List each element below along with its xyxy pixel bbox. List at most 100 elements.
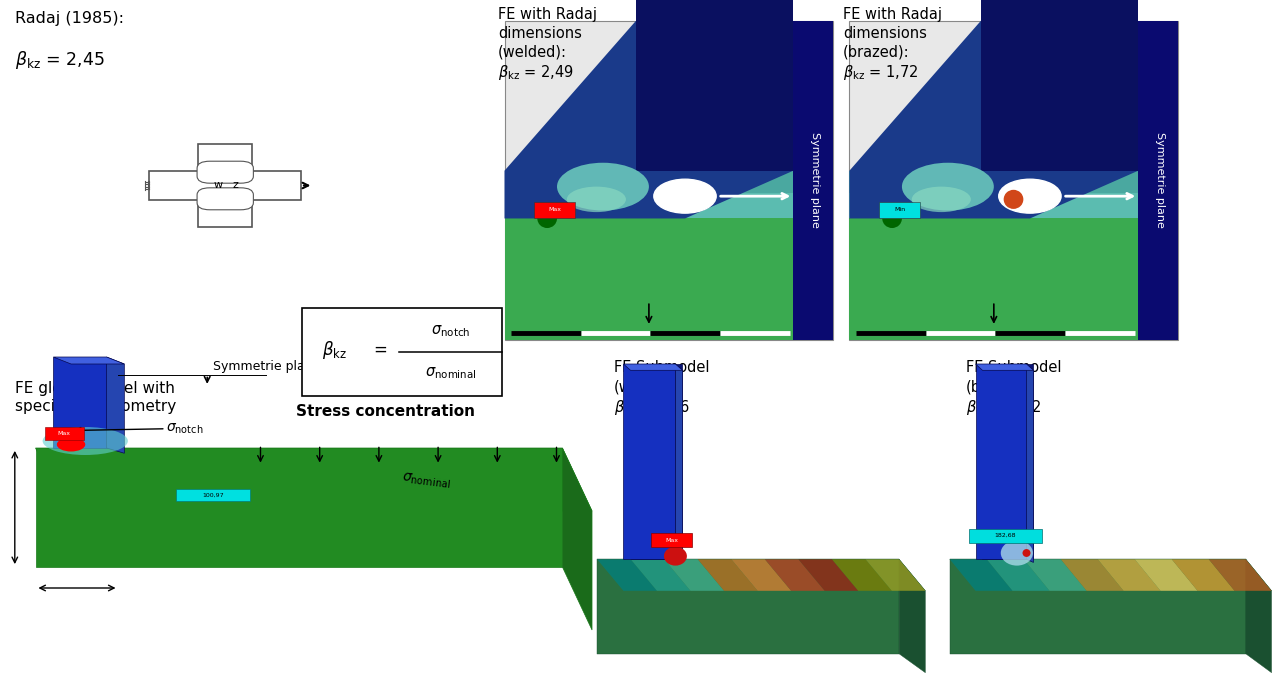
Polygon shape	[1135, 559, 1197, 591]
Polygon shape	[676, 364, 682, 563]
Bar	[631, 364, 682, 559]
Text: $\beta_\mathrm{kz}$: $\beta_\mathrm{kz}$	[322, 339, 346, 361]
FancyBboxPatch shape	[879, 202, 920, 218]
Ellipse shape	[1001, 540, 1033, 566]
Polygon shape	[731, 559, 792, 591]
Text: Min: Min	[894, 207, 905, 212]
Bar	[636, 0, 793, 171]
FancyBboxPatch shape	[45, 427, 84, 440]
Text: 100,97: 100,97	[202, 492, 224, 498]
Polygon shape	[1098, 559, 1161, 591]
Polygon shape	[631, 559, 691, 591]
Text: Symmetrie plane: Symmetrie plane	[1154, 132, 1165, 228]
Ellipse shape	[911, 187, 970, 212]
Bar	[505, 171, 793, 193]
Circle shape	[654, 179, 716, 213]
Text: Max: Max	[665, 538, 678, 543]
Text: $\sigma_\mathrm{nominal}$: $\sigma_\mathrm{nominal}$	[402, 471, 452, 491]
Polygon shape	[698, 559, 758, 591]
Polygon shape	[950, 559, 1246, 654]
Circle shape	[999, 179, 1060, 213]
Polygon shape	[831, 559, 892, 591]
Text: FE with Radaj
dimensions
(brazed):
$\beta_\mathrm{kz}$ = 1,72: FE with Radaj dimensions (brazed): $\bet…	[843, 7, 942, 83]
Polygon shape	[976, 364, 1033, 370]
Bar	[597, 364, 925, 679]
Bar	[505, 193, 793, 218]
Ellipse shape	[1004, 190, 1023, 209]
Bar	[505, 218, 793, 340]
Polygon shape	[764, 559, 825, 591]
Bar	[849, 21, 1178, 340]
Bar	[53, 357, 107, 448]
Ellipse shape	[1022, 549, 1031, 557]
Ellipse shape	[902, 162, 994, 211]
Polygon shape	[1024, 559, 1086, 591]
Text: $\sigma_\mathrm{notch}$: $\sigma_\mathrm{notch}$	[166, 421, 203, 436]
Bar	[976, 364, 1027, 559]
Bar	[849, 218, 1138, 340]
Polygon shape	[1171, 559, 1234, 591]
Ellipse shape	[883, 209, 902, 228]
FancyBboxPatch shape	[651, 533, 692, 547]
Text: =: =	[373, 341, 387, 359]
Bar	[950, 364, 1272, 679]
Text: w: w	[214, 181, 223, 190]
Polygon shape	[623, 364, 682, 370]
Bar	[623, 364, 676, 559]
Ellipse shape	[664, 547, 687, 566]
Text: Max: Max	[58, 431, 71, 436]
Polygon shape	[1246, 559, 1272, 673]
Text: $\sigma_\mathrm{notch}$: $\sigma_\mathrm{notch}$	[431, 323, 470, 339]
Text: FE with Radaj
dimensions
(welded):
$\beta_\mathrm{kz}$ = 2,49: FE with Radaj dimensions (welded): $\bet…	[498, 7, 597, 83]
Bar	[981, 0, 1138, 171]
Text: Stress concentration: Stress concentration	[296, 404, 475, 419]
Text: z: z	[232, 181, 238, 190]
Text: 182,68: 182,68	[995, 533, 1015, 538]
Bar	[1138, 21, 1178, 340]
Polygon shape	[36, 448, 592, 511]
Text: Symmetrie plane: Symmetrie plane	[810, 132, 820, 228]
Polygon shape	[107, 357, 125, 454]
Ellipse shape	[42, 427, 127, 455]
Polygon shape	[1027, 364, 1033, 563]
Polygon shape	[562, 448, 592, 630]
Text: $\beta_\mathrm{kz}$ = 2,45: $\beta_\mathrm{kz}$ = 2,45	[15, 49, 106, 71]
Polygon shape	[597, 559, 925, 591]
Ellipse shape	[57, 438, 85, 452]
Text: FE global model with
specimens geometry: FE global model with specimens geometry	[15, 382, 176, 414]
Polygon shape	[36, 448, 562, 567]
Bar	[849, 193, 1138, 218]
Bar	[793, 21, 833, 340]
Text: $\sigma_\mathrm{nominal}$: $\sigma_\mathrm{nominal}$	[425, 365, 476, 381]
Polygon shape	[1208, 559, 1272, 591]
FancyBboxPatch shape	[534, 202, 575, 218]
FancyBboxPatch shape	[969, 528, 1042, 542]
Bar	[505, 21, 833, 340]
Ellipse shape	[566, 187, 625, 212]
FancyBboxPatch shape	[197, 161, 254, 183]
Polygon shape	[798, 559, 858, 591]
Bar	[982, 364, 1033, 559]
Text: FE Submodel
(welded):
$\beta_\mathrm{kz}$ = 2,56: FE Submodel (welded): $\beta_\mathrm{kz}…	[614, 360, 709, 417]
Polygon shape	[53, 357, 125, 364]
Polygon shape	[1060, 559, 1124, 591]
Polygon shape	[987, 559, 1050, 591]
Polygon shape	[149, 144, 301, 227]
Polygon shape	[950, 559, 1272, 591]
Bar	[849, 171, 1138, 193]
FancyBboxPatch shape	[176, 489, 250, 501]
Text: Max: Max	[548, 207, 561, 212]
Polygon shape	[597, 559, 656, 591]
Text: Radaj (1985):: Radaj (1985):	[15, 10, 125, 25]
Bar	[302, 308, 502, 395]
Polygon shape	[849, 21, 1138, 218]
Ellipse shape	[538, 209, 557, 228]
Polygon shape	[664, 559, 725, 591]
Polygon shape	[505, 21, 793, 218]
Polygon shape	[866, 559, 925, 591]
Ellipse shape	[557, 162, 649, 211]
FancyBboxPatch shape	[197, 188, 254, 210]
Text: FE Submodel
(brazed):
$\beta_\mathrm{kz}$ = 1,82: FE Submodel (brazed): $\beta_\mathrm{kz}…	[965, 360, 1062, 417]
Polygon shape	[950, 559, 1013, 591]
Polygon shape	[900, 559, 925, 673]
